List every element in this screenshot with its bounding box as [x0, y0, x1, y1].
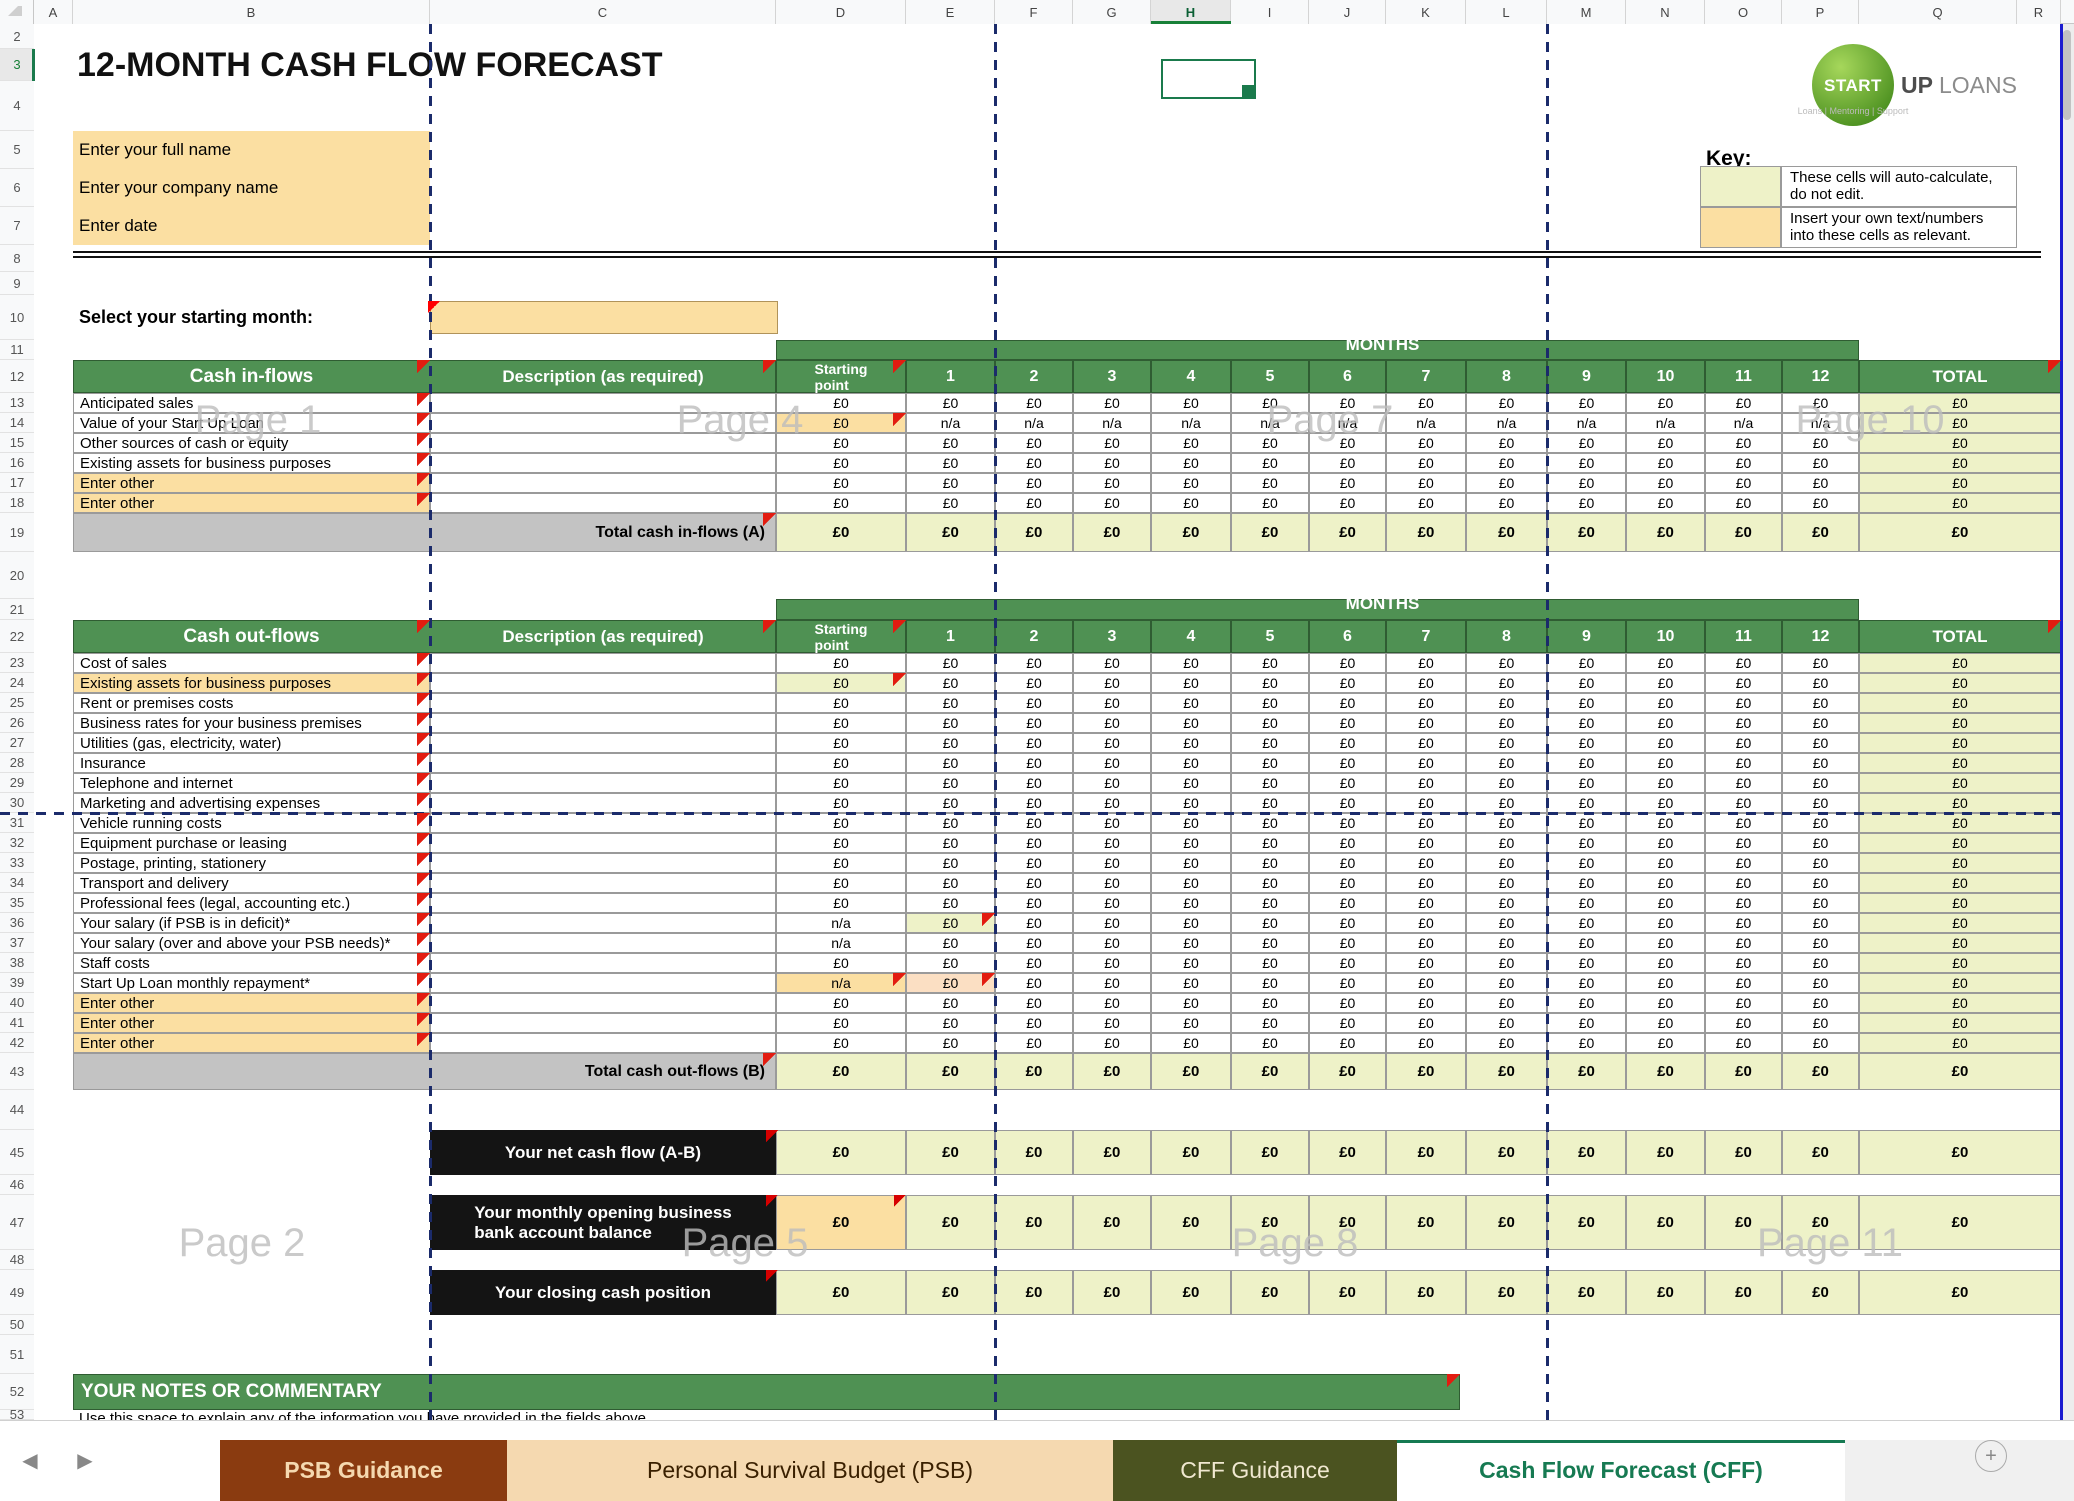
svg-text:START: START [1824, 76, 1882, 95]
svg-text:UP: UP [1901, 72, 1933, 98]
svg-text:LOANS: LOANS [1939, 72, 2017, 98]
svg-text:Loans | Mentoring | Support: Loans | Mentoring | Support [1798, 106, 1909, 116]
